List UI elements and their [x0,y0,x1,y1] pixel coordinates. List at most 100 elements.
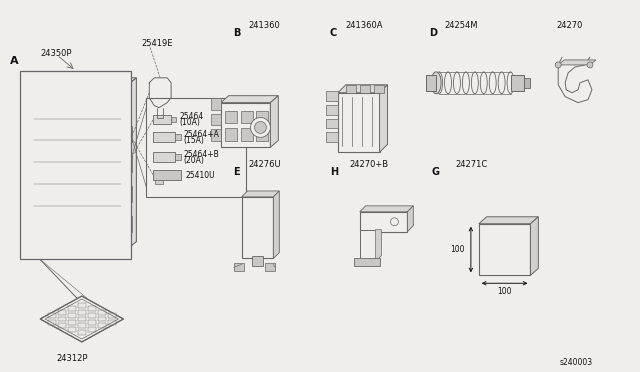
Bar [88,320,96,325]
Bar [156,180,163,184]
Bar [153,115,171,125]
Bar [354,259,380,266]
Bar [22,223,30,237]
Bar [36,162,58,176]
Bar [241,110,253,124]
Bar [374,85,383,93]
Circle shape [95,118,104,128]
Text: 241360A: 241360A [346,21,383,30]
Bar [124,126,132,142]
Bar [175,134,181,140]
Bar [78,235,96,247]
Polygon shape [338,85,387,93]
Bar [479,224,531,275]
Bar [153,152,175,162]
Bar [88,306,96,311]
Bar [326,91,338,101]
Text: 24350P: 24350P [40,48,72,58]
Bar [124,156,132,172]
Bar [22,113,30,128]
Text: 24312P: 24312P [56,354,88,363]
Polygon shape [270,96,278,147]
Bar [30,88,124,251]
Bar [58,324,66,328]
Bar [92,162,113,176]
Circle shape [556,62,561,68]
Bar [252,256,264,266]
Ellipse shape [480,72,487,94]
Bar [524,78,531,88]
Bar [360,212,407,232]
Ellipse shape [472,72,478,94]
Bar [22,157,30,171]
Text: 25419E: 25419E [141,39,173,48]
Text: 24276U: 24276U [248,160,281,169]
Text: A: A [10,56,19,66]
Bar [98,317,106,321]
Circle shape [250,118,270,137]
Bar [241,197,273,259]
Bar [49,90,59,98]
Text: 25464+A: 25464+A [183,130,219,139]
Bar [257,110,268,124]
Bar [36,119,58,132]
Text: 25410U: 25410U [185,171,214,180]
Bar [153,170,181,180]
Polygon shape [30,78,136,88]
Bar [360,85,370,93]
Bar [266,263,275,271]
Polygon shape [380,85,387,152]
Polygon shape [479,217,538,224]
Bar [108,320,116,325]
Text: 25464+B: 25464+B [183,150,219,159]
Bar [171,116,176,122]
Bar [234,263,244,271]
Bar [56,235,74,247]
Bar [211,98,221,110]
Bar [92,140,113,154]
Bar [36,140,58,154]
Polygon shape [407,206,413,232]
Bar [78,317,86,321]
Ellipse shape [445,72,451,94]
Bar [35,90,45,98]
Bar [34,235,52,247]
Bar [64,119,86,132]
Bar [326,105,338,115]
Polygon shape [241,191,279,197]
Bar [38,96,60,110]
Circle shape [390,218,399,226]
Bar [48,313,56,318]
Text: C: C [330,28,337,38]
Polygon shape [376,230,381,262]
Bar [124,186,132,202]
Bar [124,216,132,232]
Bar [326,119,338,128]
Bar [92,119,113,132]
Bar [22,201,30,215]
Text: (20A): (20A) [183,156,204,165]
Text: E: E [233,167,239,177]
Text: D: D [429,28,437,38]
Ellipse shape [431,72,441,94]
Bar [64,206,86,220]
Bar [36,206,58,220]
Bar [58,310,66,315]
Text: 24270+B: 24270+B [350,160,389,169]
Bar [100,235,118,247]
Bar [64,140,86,154]
Bar [98,324,106,328]
Bar [92,206,113,220]
Bar [153,132,175,142]
Bar [58,317,66,321]
Ellipse shape [454,72,460,94]
Polygon shape [124,78,136,251]
Bar [326,132,338,142]
Text: 24271C: 24271C [455,160,487,169]
Text: 100: 100 [497,287,512,296]
Bar [68,327,76,332]
Bar [88,327,96,332]
Bar [78,310,86,315]
Bar [346,85,356,93]
Bar [64,184,86,198]
